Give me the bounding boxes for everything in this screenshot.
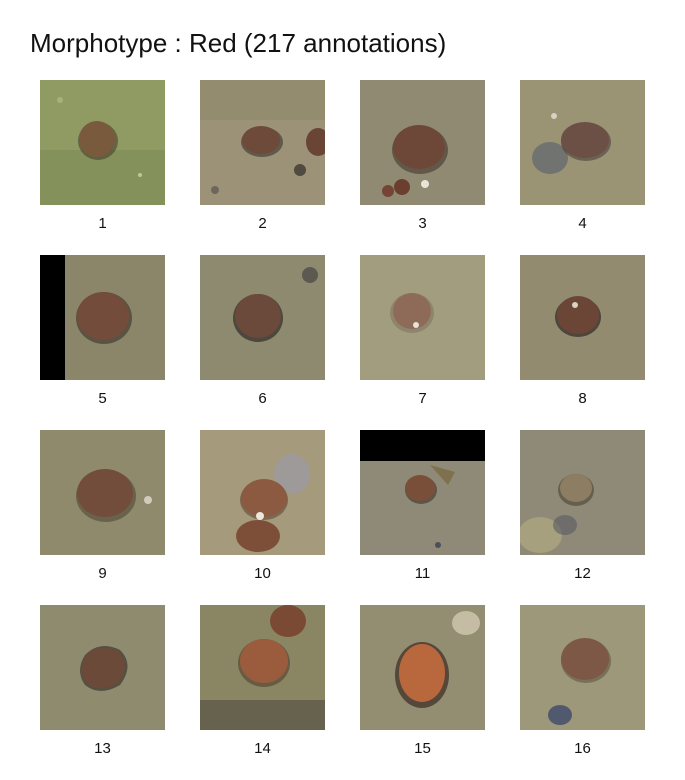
thumbnail-cell: 1 — [40, 80, 165, 232]
thumbnail-image — [40, 255, 165, 380]
thumbnail-cell: 16 — [520, 605, 645, 757]
thumbnail-image — [200, 80, 325, 205]
thumbnail-label: 14 — [254, 740, 271, 757]
thumbnail-cell: 7 — [360, 255, 485, 407]
thumbnail-label: 5 — [98, 390, 107, 407]
thumbnail-image — [520, 80, 645, 205]
thumbnail-label: 13 — [94, 740, 111, 757]
thumbnail-image — [520, 255, 645, 380]
thumbnail-image — [360, 80, 485, 205]
thumbnail-image — [200, 255, 325, 380]
thumbnail-cell: 11 — [360, 430, 485, 582]
thumbnail-image — [520, 605, 645, 730]
thumbnail-image — [40, 605, 165, 730]
thumbnail-image — [40, 80, 165, 205]
thumbnail-image — [200, 430, 325, 555]
thumbnail-image — [520, 430, 645, 555]
thumbnail-image — [360, 605, 485, 730]
thumbnail-label: 9 — [98, 565, 107, 582]
thumbnail-image — [40, 430, 165, 555]
thumbnail-label: 2 — [258, 215, 267, 232]
thumbnail-cell: 2 — [200, 80, 325, 232]
thumbnail-label: 11 — [414, 565, 431, 582]
thumbnail-label: 8 — [578, 390, 587, 407]
thumbnail-label: 16 — [574, 740, 591, 757]
thumbnail-cell: 13 — [40, 605, 165, 757]
thumbnail-label: 7 — [418, 390, 427, 407]
thumbnail-cell: 15 — [360, 605, 485, 757]
thumbnail-grid: 1 2 3 — [40, 80, 645, 760]
thumbnail-label: 1 — [98, 215, 107, 232]
thumbnail-cell: 14 — [200, 605, 325, 757]
thumbnail-label: 6 — [258, 390, 267, 407]
thumbnail-label: 3 — [418, 215, 427, 232]
thumbnail-label: 12 — [574, 565, 591, 582]
thumbnail-cell: 5 — [40, 255, 165, 407]
thumbnail-cell: 3 — [360, 80, 485, 232]
thumbnail-cell: 9 — [40, 430, 165, 582]
thumbnail-label: 15 — [414, 740, 431, 757]
thumbnail-cell: 8 — [520, 255, 645, 407]
thumbnail-cell: 6 — [200, 255, 325, 407]
thumbnail-cell: 10 — [200, 430, 325, 582]
thumbnail-image — [360, 255, 485, 380]
figure-title: Morphotype : Red (217 annotations) — [30, 28, 447, 58]
thumbnail-image — [200, 605, 325, 730]
thumbnail-label: 10 — [254, 565, 271, 582]
thumbnail-cell: 4 — [520, 80, 645, 232]
thumbnail-label: 4 — [578, 215, 587, 232]
thumbnail-cell: 12 — [520, 430, 645, 582]
thumbnail-image — [360, 430, 485, 555]
